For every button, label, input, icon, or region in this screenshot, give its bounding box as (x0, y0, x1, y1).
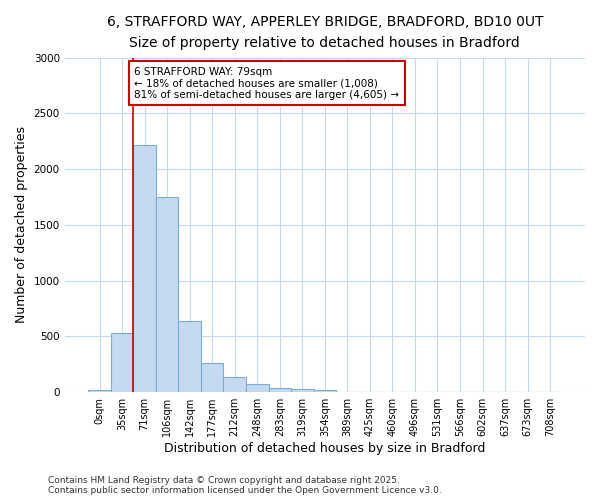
Title: 6, STRAFFORD WAY, APPERLEY BRIDGE, BRADFORD, BD10 0UT
Size of property relative : 6, STRAFFORD WAY, APPERLEY BRIDGE, BRADF… (107, 15, 543, 50)
Bar (291, 390, 314, 392)
X-axis label: Distribution of detached houses by size in Bradford: Distribution of detached houses by size … (164, 442, 485, 455)
Text: Contains HM Land Registry data © Crown copyright and database right 2025.
Contai: Contains HM Land Registry data © Crown c… (48, 476, 442, 495)
Bar (269, 388, 291, 392)
Bar (133, 144, 156, 392)
Y-axis label: Number of detached properties: Number of detached properties (15, 126, 28, 324)
Bar (88, 390, 111, 392)
Bar (223, 376, 246, 392)
Bar (111, 333, 133, 392)
Bar (314, 390, 336, 392)
Bar (156, 197, 178, 392)
Bar (246, 384, 269, 392)
Bar (178, 322, 201, 392)
Text: 6 STRAFFORD WAY: 79sqm
← 18% of detached houses are smaller (1,008)
81% of semi-: 6 STRAFFORD WAY: 79sqm ← 18% of detached… (134, 66, 400, 100)
Bar (201, 362, 223, 392)
